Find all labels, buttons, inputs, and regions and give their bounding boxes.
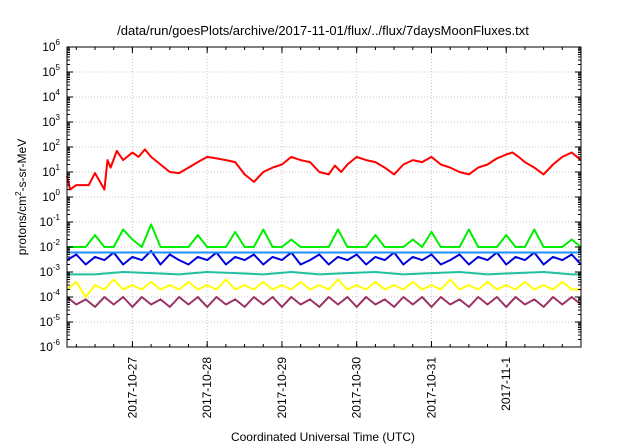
data-series [66,148,582,308]
y-tick-exponent: -5 [53,313,61,322]
y-tick-base: 10 [40,290,54,304]
y-tick-exponent: 6 [56,38,61,47]
x-tick-label: 2017-10-30 [350,357,364,419]
y-tick-exponent: -6 [53,338,61,347]
y-tick-label: 104 [42,88,60,104]
series-line-6 [66,278,581,298]
y-tick-base: 10 [42,90,56,104]
chart-title: /data/run/goesPlots/archive/2017-11-01/f… [117,23,529,38]
y-tick-exponent: 4 [56,88,61,97]
y-tick-label: 100 [42,188,60,204]
x-tick-label: 2017-11-1 [499,357,513,411]
y-tick-label: 10-2 [40,238,61,254]
y-tick-exponent: -3 [53,263,61,272]
series-line-7 [66,296,582,308]
y-tick-base: 10 [40,215,54,229]
y-tick-label: 10-5 [40,313,61,329]
y-tick-exponent: 1 [56,163,61,172]
y-tick-exponent: -1 [53,213,61,222]
y-tick-label: 10-6 [40,338,61,354]
x-tick-label: 2017-10-29 [275,357,289,419]
y-tick-base: 10 [40,340,54,354]
series-line-2 [67,223,582,248]
y-tick-base: 10 [42,65,56,79]
y-tick-base: 10 [40,315,54,329]
y-tick-exponent: -2 [53,238,61,247]
y-tick-base: 10 [42,40,56,54]
y-tick-exponent: 0 [56,188,61,197]
x-tick-label: 2017-10-28 [200,357,214,419]
y-tick-exponent: -4 [53,288,61,297]
y-tick-base: 10 [42,115,56,129]
y-tick-label: 10-1 [40,213,61,229]
series-line-1 [66,148,582,191]
y-tick-exponent: 2 [56,138,61,147]
y-axis-label-base: protons/cm [15,196,29,255]
axis-ticks [67,46,582,348]
y-tick-exponent: 3 [56,113,61,122]
y-tick-base: 10 [42,190,56,204]
y-tick-label: 102 [42,138,60,154]
y-tick-label: 103 [42,113,60,129]
y-axis-label-superscript: 2 [14,191,23,196]
grid-lines [67,46,581,348]
y-axis-label: protons/cm2-s-sr-MeV [14,139,29,255]
x-tick-label: 2017-10-27 [125,357,139,419]
plot-area [66,46,582,348]
x-axis-label: Coordinated Universal Time (UTC) [231,430,415,444]
y-tick-base: 10 [40,240,54,254]
y-tick-label: 106 [42,38,60,54]
y-tick-label: 101 [42,163,60,179]
y-tick-label: 10-4 [40,288,61,304]
y-tick-exponent: 5 [56,63,61,72]
y-tick-label: 105 [42,63,60,79]
y-tick-base: 10 [42,140,56,154]
y-axis-label-rest: -s-sr-MeV [15,139,29,192]
y-axis-tick-labels: 10-610-510-410-310-210-11001011021031041… [40,38,61,354]
y-tick-label: 10-3 [40,263,61,279]
y-tick-base: 10 [42,165,56,179]
series-line-5 [67,271,581,276]
x-axis-tick-labels: 2017-10-27 2017-10-28 2017-10-29 2017-10-30… [125,357,513,419]
x-tick-label: 2017-10-31 [424,357,438,419]
y-tick-base: 10 [40,265,54,279]
